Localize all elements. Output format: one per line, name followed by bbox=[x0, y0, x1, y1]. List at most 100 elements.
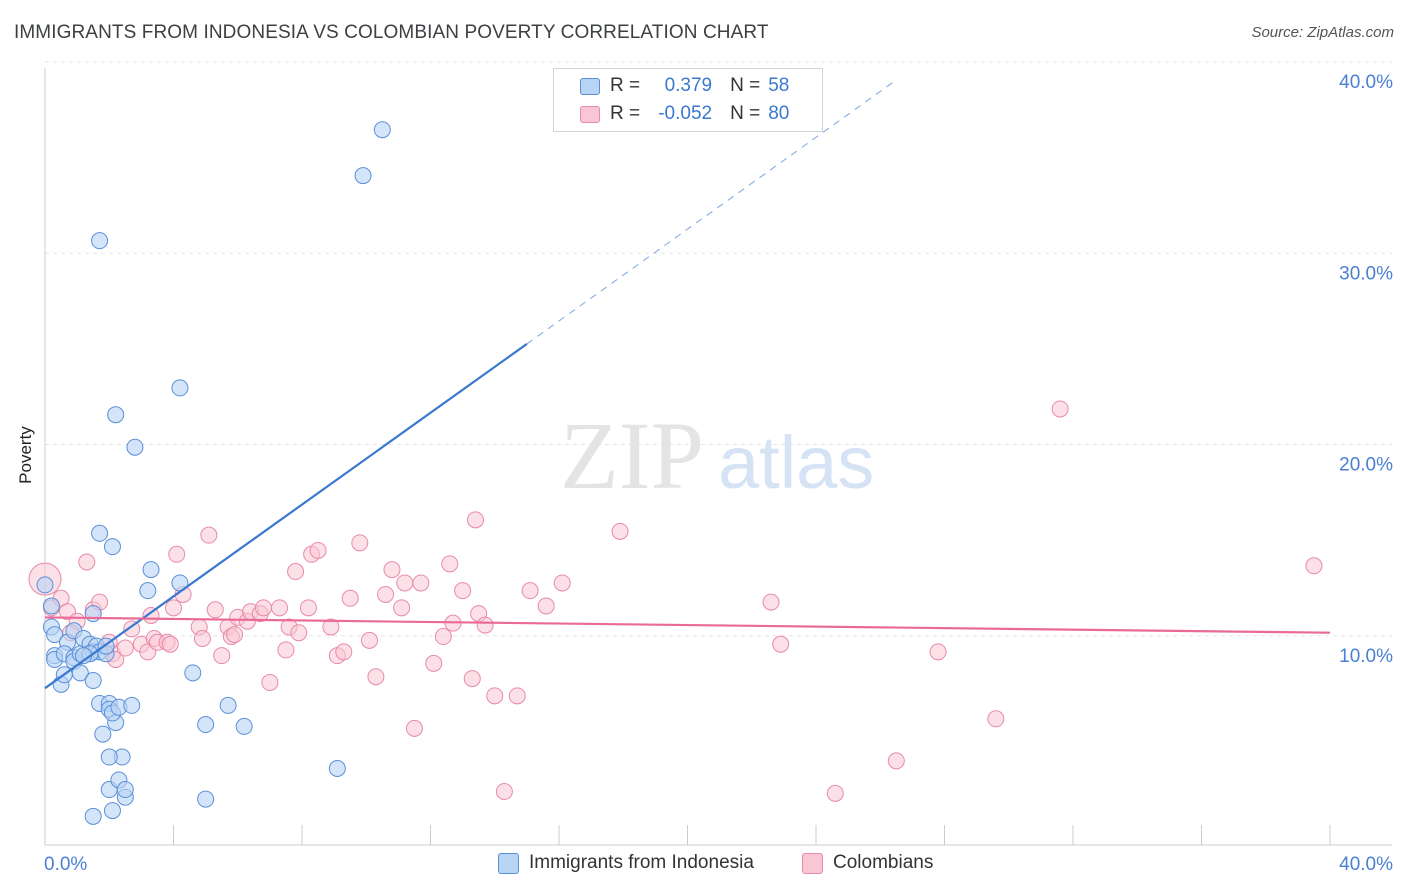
colombians-point bbox=[168, 545, 186, 563]
indonesia-point bbox=[84, 807, 102, 825]
stats-legend: R = 0.379 N = 58 R = -0.052 N = 80 bbox=[553, 68, 823, 132]
colombians-point bbox=[425, 654, 443, 672]
pink-swatch bbox=[580, 105, 600, 123]
indonesia-point bbox=[103, 538, 121, 556]
y-tick-label-10: 10.0% bbox=[1339, 646, 1393, 667]
colombians-point bbox=[213, 647, 231, 665]
colombians-point bbox=[393, 599, 411, 617]
colombians-point bbox=[290, 624, 308, 642]
r-label: R = bbox=[610, 103, 641, 124]
colombians-point bbox=[226, 626, 244, 644]
indonesia-point bbox=[126, 438, 144, 456]
pink-r-value: -0.052 bbox=[658, 103, 713, 124]
indonesia-point bbox=[142, 561, 160, 579]
indonesia-label: Immigrants from Indonesia bbox=[529, 852, 754, 873]
chart-title: IMMIGRANTS FROM INDONESIA VS COLOMBIAN P… bbox=[14, 22, 769, 43]
indonesia-point bbox=[328, 760, 346, 777]
indonesia-points bbox=[36, 121, 391, 825]
colombians-point bbox=[116, 639, 134, 657]
colombians-point bbox=[277, 641, 295, 659]
colombians-points bbox=[28, 400, 1323, 802]
colombians-point bbox=[441, 555, 459, 573]
blue-n-value: 58 bbox=[768, 75, 790, 96]
trend-lines bbox=[44, 79, 1331, 690]
x-tick-label-min: 0.0% bbox=[44, 854, 87, 875]
colombians-point bbox=[271, 599, 289, 617]
colombians-point bbox=[200, 526, 218, 544]
colombians-point bbox=[521, 582, 539, 600]
colombians-point bbox=[486, 687, 504, 705]
pink-n-value: 80 bbox=[768, 103, 790, 124]
indonesia-point bbox=[46, 626, 64, 644]
series-legend: Immigrants from Indonesia Colombians bbox=[0, 852, 1406, 876]
watermark-atlas: atlas bbox=[718, 421, 874, 504]
colombians-point bbox=[772, 635, 790, 653]
indonesia-trend-extension bbox=[526, 79, 897, 345]
colombians-point bbox=[254, 599, 272, 617]
indonesia-point bbox=[91, 232, 109, 250]
r-label: R = bbox=[610, 75, 641, 96]
n-label: N = bbox=[730, 75, 761, 96]
indonesia-point bbox=[219, 696, 237, 714]
y-tick-label-40: 40.0% bbox=[1339, 72, 1393, 93]
colombians-point bbox=[412, 574, 430, 592]
colombians-label: Colombians bbox=[833, 852, 934, 873]
source-label: Source: ZipAtlas.com bbox=[1251, 24, 1394, 41]
colombians-point bbox=[929, 643, 947, 661]
colombians-point bbox=[454, 582, 472, 600]
colombians-point bbox=[762, 593, 780, 611]
colombians-point bbox=[335, 643, 353, 661]
colombians-point bbox=[466, 511, 484, 529]
blue-swatch bbox=[580, 77, 600, 95]
indonesia-point bbox=[100, 748, 118, 766]
watermark: ZIP atlas bbox=[560, 402, 874, 509]
indonesia-point bbox=[103, 802, 121, 820]
indonesia-point bbox=[42, 597, 60, 615]
n-label: N = bbox=[730, 103, 761, 124]
indonesia-trend-line bbox=[44, 343, 528, 690]
colombians-point bbox=[1305, 557, 1323, 575]
indonesia-point bbox=[84, 605, 102, 623]
indonesia-point bbox=[71, 664, 89, 682]
indonesia-point bbox=[197, 790, 215, 808]
watermark-zip: ZIP bbox=[560, 402, 704, 509]
legend-row-blue: R = 0.379 N = 58 bbox=[580, 74, 789, 98]
indonesia-point bbox=[91, 524, 109, 542]
tick-labels: 10.0% 20.0% 30.0% 40.0% 0.0% 40.0% bbox=[44, 72, 1393, 875]
indonesia-point bbox=[139, 582, 157, 600]
colombians-point bbox=[299, 599, 317, 617]
indonesia-point bbox=[373, 121, 391, 139]
y-tick-label-30: 30.0% bbox=[1339, 263, 1393, 284]
legend-item-indonesia[interactable]: Immigrants from Indonesia bbox=[498, 852, 754, 874]
colombians-point bbox=[826, 784, 844, 802]
colombians-trend-line bbox=[44, 616, 1331, 634]
indonesia-point bbox=[184, 664, 202, 682]
gridlines bbox=[45, 61, 1392, 637]
legend-row-pink: R = -0.052 N = 80 bbox=[580, 102, 789, 126]
indonesia-swatch bbox=[498, 852, 519, 874]
colombians-point bbox=[377, 585, 395, 603]
indonesia-point bbox=[94, 725, 112, 743]
x-tick-label-max: 40.0% bbox=[1339, 854, 1393, 875]
blue-r-value: 0.379 bbox=[664, 75, 713, 96]
colombians-point bbox=[887, 752, 905, 770]
indonesia-point bbox=[197, 716, 215, 734]
indonesia-point bbox=[171, 379, 189, 397]
colombians-point bbox=[611, 522, 629, 540]
axes bbox=[44, 68, 1392, 846]
colombians-point bbox=[537, 597, 555, 615]
colombians-point bbox=[405, 719, 423, 737]
indonesia-point bbox=[123, 696, 141, 714]
colombians-point bbox=[396, 574, 414, 592]
colombians-point bbox=[341, 589, 359, 607]
colombians-point bbox=[161, 635, 179, 653]
colombians-point bbox=[463, 670, 481, 688]
colombians-point bbox=[322, 618, 340, 636]
colombians-point bbox=[287, 563, 305, 581]
colombians-point bbox=[434, 628, 452, 646]
indonesia-point bbox=[354, 167, 372, 185]
colombians-point bbox=[383, 561, 401, 579]
colombians-point bbox=[309, 541, 327, 559]
legend-item-colombians[interactable]: Colombians bbox=[802, 852, 933, 874]
